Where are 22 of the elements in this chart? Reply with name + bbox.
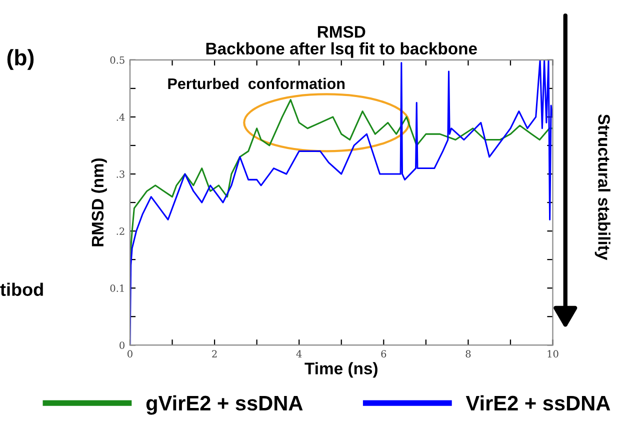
y-tick-label: 0	[120, 342, 124, 349]
y-tick-label: .3	[116, 170, 124, 178]
x-tick-label: 0	[128, 350, 132, 358]
legend-label: VirE2 + ssDNA	[466, 395, 610, 411]
line-series	[130, 60, 553, 346]
text: (b)	[7, 49, 34, 70]
legend-label: gVirE2 + ssDNA	[146, 395, 303, 415]
y-axis-title: RMSD (nm)	[91, 158, 107, 246]
text: tibod	[0, 282, 43, 296]
x-tick-label: 6	[381, 350, 386, 358]
y-tick-label: 0.1	[110, 284, 124, 292]
y-tick-label: 0.5	[110, 56, 124, 64]
x-tick-label: 4	[296, 350, 302, 358]
y-tick-label: .4	[116, 113, 125, 121]
x-tick-label: 2	[212, 350, 217, 358]
chart-title: RMSD Backbone after lsq fit to backbone	[206, 26, 477, 58]
x-axis-title: Time (ns)	[304, 362, 378, 378]
x-tick-label: 8	[466, 350, 471, 358]
x-tick-label: 10	[548, 350, 558, 358]
annotation: Perturbed conformation	[168, 78, 345, 90]
text: Structural stability	[594, 114, 610, 260]
y-tick-label: .2	[116, 228, 124, 235]
